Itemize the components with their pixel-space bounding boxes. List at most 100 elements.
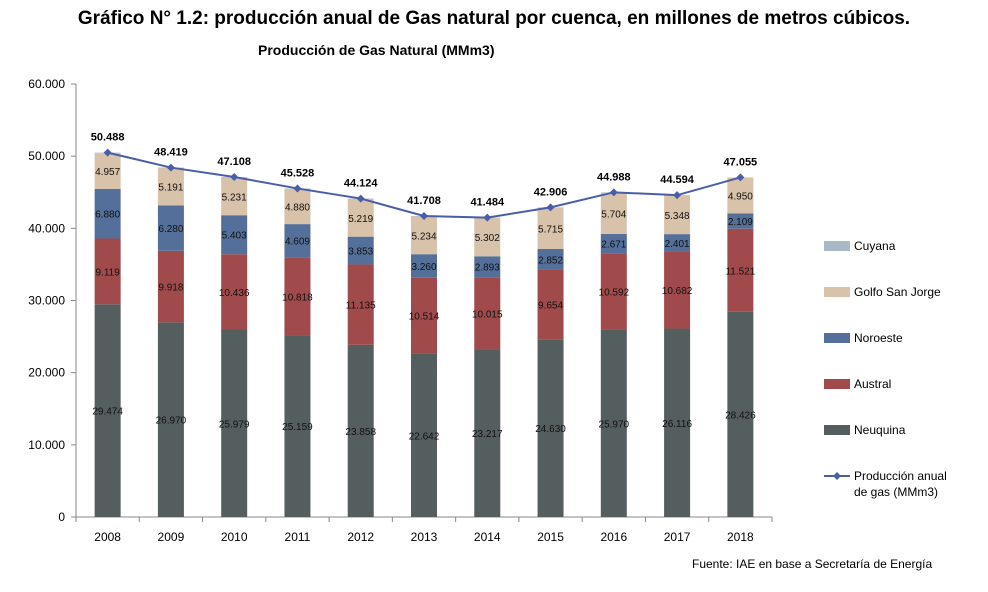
chart-line: 50.488 48.419 47.108 45.528 44.124 41.708 41.4… xyxy=(91,132,757,222)
segment-value-label: 25.979 xyxy=(219,419,250,430)
x-tick-label: 2018 xyxy=(727,530,754,544)
total-value-label: 42.906 xyxy=(534,186,568,198)
legend-label: Producción anual xyxy=(854,469,947,483)
segment-value-label: 2.109 xyxy=(728,217,753,228)
legend-swatch xyxy=(824,425,850,435)
segment-value-label: 23.217 xyxy=(472,429,503,440)
segment-value-label: 3.853 xyxy=(348,247,373,258)
chart-title: Producción de Gas Natural (MMm3) xyxy=(258,42,495,58)
segment-value-label: 2.893 xyxy=(475,263,500,274)
bar-segment xyxy=(411,353,437,517)
segment-value-label: 10.514 xyxy=(409,312,440,323)
x-tick-label: 2011 xyxy=(285,530,311,544)
y-tick-label: 50.000 xyxy=(28,149,65,163)
x-tick-label: 2014 xyxy=(474,530,501,544)
bar-segment xyxy=(221,254,248,330)
segment-value-label: 10.436 xyxy=(219,288,250,299)
segment-value-label: 11.135 xyxy=(346,301,376,312)
bar-segment xyxy=(727,177,754,214)
segment-value-label: 6.280 xyxy=(158,224,183,235)
segment-value-label: 29.474 xyxy=(92,407,123,418)
total-point xyxy=(293,184,302,193)
total-point xyxy=(356,194,365,203)
bar-segment xyxy=(664,234,691,252)
legend-swatch xyxy=(824,333,850,343)
segment-value-label: 5.403 xyxy=(222,231,247,242)
bar-segment xyxy=(600,192,627,234)
x-tick-label: 2013 xyxy=(411,530,438,544)
segment-value-label: 5.219 xyxy=(348,214,373,225)
bar-segment xyxy=(221,177,248,216)
segment-value-label: 3.260 xyxy=(411,262,436,273)
bar-segment xyxy=(284,224,311,258)
x-tick-label: 2009 xyxy=(158,530,185,544)
bar-segment xyxy=(221,215,248,255)
x-tick-label: 2015 xyxy=(537,530,564,544)
y-tick-label: 0 xyxy=(58,510,65,524)
segment-value-label: 23.858 xyxy=(345,427,376,438)
bar-segment xyxy=(474,349,501,517)
segment-value-label: 5.191 xyxy=(158,183,183,194)
bar-segment xyxy=(537,207,564,250)
segment-value-label: 22.642 xyxy=(409,431,440,442)
chart-bars: 29.474 9.119 6.880 4.957 26.970 9.918 6.280 5.1… xyxy=(92,152,756,517)
bar-segment xyxy=(474,277,501,350)
total-point xyxy=(166,163,175,172)
total-value-label: 50.488 xyxy=(91,132,125,144)
segment-value-label: 10.015 xyxy=(472,309,503,320)
total-point xyxy=(546,203,555,212)
total-value-label: 48.419 xyxy=(154,147,188,159)
segment-value-label: 5.302 xyxy=(475,233,500,244)
legend-label: Noroeste xyxy=(854,331,903,345)
total-point xyxy=(736,173,745,182)
total-value-label: 41.708 xyxy=(407,195,441,207)
legend-label: Neuquina xyxy=(854,423,906,437)
total-production-line xyxy=(107,151,741,219)
segment-value-label: 6.880 xyxy=(95,210,120,221)
segment-value-label: 5.704 xyxy=(601,209,626,220)
segment-value-label: 2.401 xyxy=(665,239,690,250)
bar-segment xyxy=(157,322,184,517)
segment-value-label: 25.159 xyxy=(282,422,313,433)
bar-segment xyxy=(664,328,691,517)
total-point xyxy=(673,191,682,200)
x-tick-label: 2012 xyxy=(347,530,374,544)
segment-value-label: 10.592 xyxy=(599,287,630,298)
total-point xyxy=(420,212,428,221)
segment-value-label: 4.609 xyxy=(285,237,310,248)
total-value-label: 45.528 xyxy=(281,167,315,179)
segment-value-label: 9.654 xyxy=(538,300,563,311)
total-value-label: 44.124 xyxy=(344,178,379,190)
segment-value-label: 10.818 xyxy=(282,292,313,303)
y-tick-label: 20.000 xyxy=(28,366,65,380)
total-point xyxy=(103,148,112,157)
chart-axes: 0 10.000 20.000 30.000 40.000 50.000 60.000 200… xyxy=(28,77,773,544)
total-point xyxy=(483,213,492,222)
bar-segment xyxy=(94,304,121,517)
segment-value-label: 4.957 xyxy=(95,167,120,178)
segment-value-label: 4.880 xyxy=(285,202,310,213)
bar-segment xyxy=(411,277,437,354)
bar-segment xyxy=(347,264,374,345)
bar-segment xyxy=(727,311,754,517)
segment-value-label: 26.970 xyxy=(156,416,187,427)
source-note: Fuente: IAE en base a Secretaría de Ener… xyxy=(692,557,933,571)
segment-value-label: 10.682 xyxy=(662,286,693,297)
x-tick-label: 2010 xyxy=(221,530,248,544)
bar-segment xyxy=(600,329,627,517)
bar-segment xyxy=(284,257,311,336)
x-tick-label: 2017 xyxy=(664,530,691,544)
bar-segment xyxy=(157,250,184,323)
bar-segment xyxy=(474,256,501,278)
legend-label: Austral xyxy=(854,377,891,391)
legend-swatch xyxy=(824,241,850,251)
x-tick-label: 2016 xyxy=(600,530,627,544)
segment-value-label: 5.715 xyxy=(538,224,563,235)
total-point xyxy=(609,188,618,197)
bar-segment xyxy=(94,238,121,305)
bar-segment xyxy=(157,205,184,251)
page-title: Gráfico N° 1.2: producción anual de Gas … xyxy=(77,8,911,29)
segment-value-label: 9.119 xyxy=(95,267,120,278)
total-value-label: 41.484 xyxy=(470,197,505,209)
